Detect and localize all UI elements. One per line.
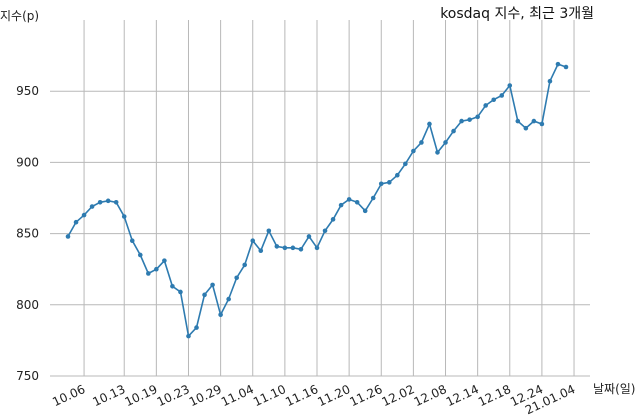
data-point xyxy=(427,121,432,127)
data-point xyxy=(178,289,183,295)
x-tick-label: 10.19 xyxy=(123,382,160,409)
data-point xyxy=(274,244,280,249)
data-point xyxy=(395,172,400,178)
data-point xyxy=(507,83,513,88)
data-point xyxy=(65,234,71,239)
data-point xyxy=(210,282,215,288)
data-point xyxy=(234,275,239,281)
data-point xyxy=(370,195,376,201)
x-tick-label: 12.14 xyxy=(444,382,481,409)
data-point xyxy=(105,198,111,204)
data-point xyxy=(563,64,569,70)
x-tick-label: 11.26 xyxy=(347,382,384,409)
data-point xyxy=(459,118,464,124)
data-point xyxy=(419,140,424,145)
data-point xyxy=(330,217,336,222)
data-point xyxy=(451,128,456,134)
y-tick-labels: 750 800 850 900 950 xyxy=(16,84,39,383)
x-tick-labels: 10.06 10.1310.1910.2310.2911.0411.1011.16… xyxy=(50,382,577,417)
data-point xyxy=(515,118,521,124)
data-point xyxy=(499,93,505,98)
x-tick-label: 10.23 xyxy=(155,382,192,409)
x-tick-label: 11.16 xyxy=(283,382,320,409)
data-point xyxy=(97,199,103,205)
data-point xyxy=(338,202,344,208)
data-point xyxy=(443,140,448,145)
x-tick-label: 10.13 xyxy=(90,382,127,409)
x-tick-label: 10.06 xyxy=(50,382,87,409)
data-point xyxy=(378,181,384,187)
data-point xyxy=(218,312,223,318)
data-point xyxy=(226,296,231,302)
data-point xyxy=(539,121,545,127)
data-point xyxy=(146,271,151,276)
data-point xyxy=(435,150,440,155)
data-point xyxy=(306,234,312,239)
data-point xyxy=(89,204,95,209)
x-tick-label: 11.10 xyxy=(251,382,288,409)
y-tick-label: 750 xyxy=(16,369,39,383)
data-point xyxy=(523,125,529,131)
x-tick-label: 12.18 xyxy=(476,382,513,409)
data-point xyxy=(266,228,272,234)
data-point xyxy=(242,262,248,268)
data-point xyxy=(403,161,408,167)
y-tick-label: 950 xyxy=(16,84,39,98)
y-axis-title: 지수(p) xyxy=(0,9,39,23)
data-point xyxy=(314,245,320,251)
gridlines xyxy=(50,20,590,377)
data-point xyxy=(137,252,143,258)
data-point xyxy=(154,266,159,272)
data-point xyxy=(547,78,553,84)
data-point xyxy=(483,103,488,108)
data-point xyxy=(555,61,561,67)
x-tick-label: 11.20 xyxy=(315,382,352,409)
data-point xyxy=(354,199,360,205)
data-point xyxy=(186,333,191,339)
data-point xyxy=(282,245,288,251)
data-point xyxy=(162,258,167,263)
data-point xyxy=(258,248,264,253)
data-point xyxy=(73,219,79,225)
x-tick-label: 11.04 xyxy=(219,382,256,409)
data-point xyxy=(411,148,416,154)
data-point xyxy=(113,199,119,205)
data-point xyxy=(491,97,497,103)
data-point xyxy=(250,238,256,244)
y-tick-label: 850 xyxy=(16,227,39,241)
data-point xyxy=(81,212,87,218)
data-point xyxy=(386,180,392,185)
y-tick-label: 800 xyxy=(16,298,39,312)
data-point xyxy=(346,197,352,202)
data-point xyxy=(202,292,207,298)
data-point xyxy=(322,228,328,234)
y-tick-label: 900 xyxy=(16,155,39,169)
data-point xyxy=(531,118,537,124)
data-point xyxy=(170,283,175,289)
x-axis-title: 날짜(일) xyxy=(593,382,635,396)
data-point xyxy=(362,208,368,214)
data-point xyxy=(121,214,127,219)
data-point xyxy=(194,325,199,330)
x-tick-label: 12.02 xyxy=(380,382,417,409)
data-point xyxy=(298,246,304,252)
data-point xyxy=(475,114,480,120)
data-point xyxy=(290,245,296,251)
x-tick-label: 12.08 xyxy=(412,382,449,409)
data-point xyxy=(467,117,472,122)
chart-title: kosdaq 지수, 최근 3개월 xyxy=(440,6,594,22)
x-tick-label: 10.29 xyxy=(187,382,224,409)
data-point xyxy=(129,238,135,244)
data-points xyxy=(65,61,569,339)
